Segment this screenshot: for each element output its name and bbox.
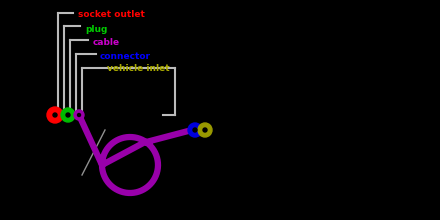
Circle shape — [193, 128, 197, 132]
Text: plug: plug — [85, 25, 107, 34]
Circle shape — [198, 123, 212, 137]
Circle shape — [77, 114, 81, 117]
Text: cable: cable — [93, 38, 120, 47]
Circle shape — [61, 108, 75, 122]
Text: socket outlet: socket outlet — [78, 10, 145, 19]
Circle shape — [47, 107, 63, 123]
Circle shape — [66, 113, 70, 117]
Circle shape — [74, 110, 84, 120]
Text: vehicle inlet: vehicle inlet — [107, 64, 170, 73]
Text: connector: connector — [100, 52, 151, 61]
Circle shape — [53, 113, 57, 117]
Circle shape — [188, 123, 202, 137]
Circle shape — [203, 128, 207, 132]
